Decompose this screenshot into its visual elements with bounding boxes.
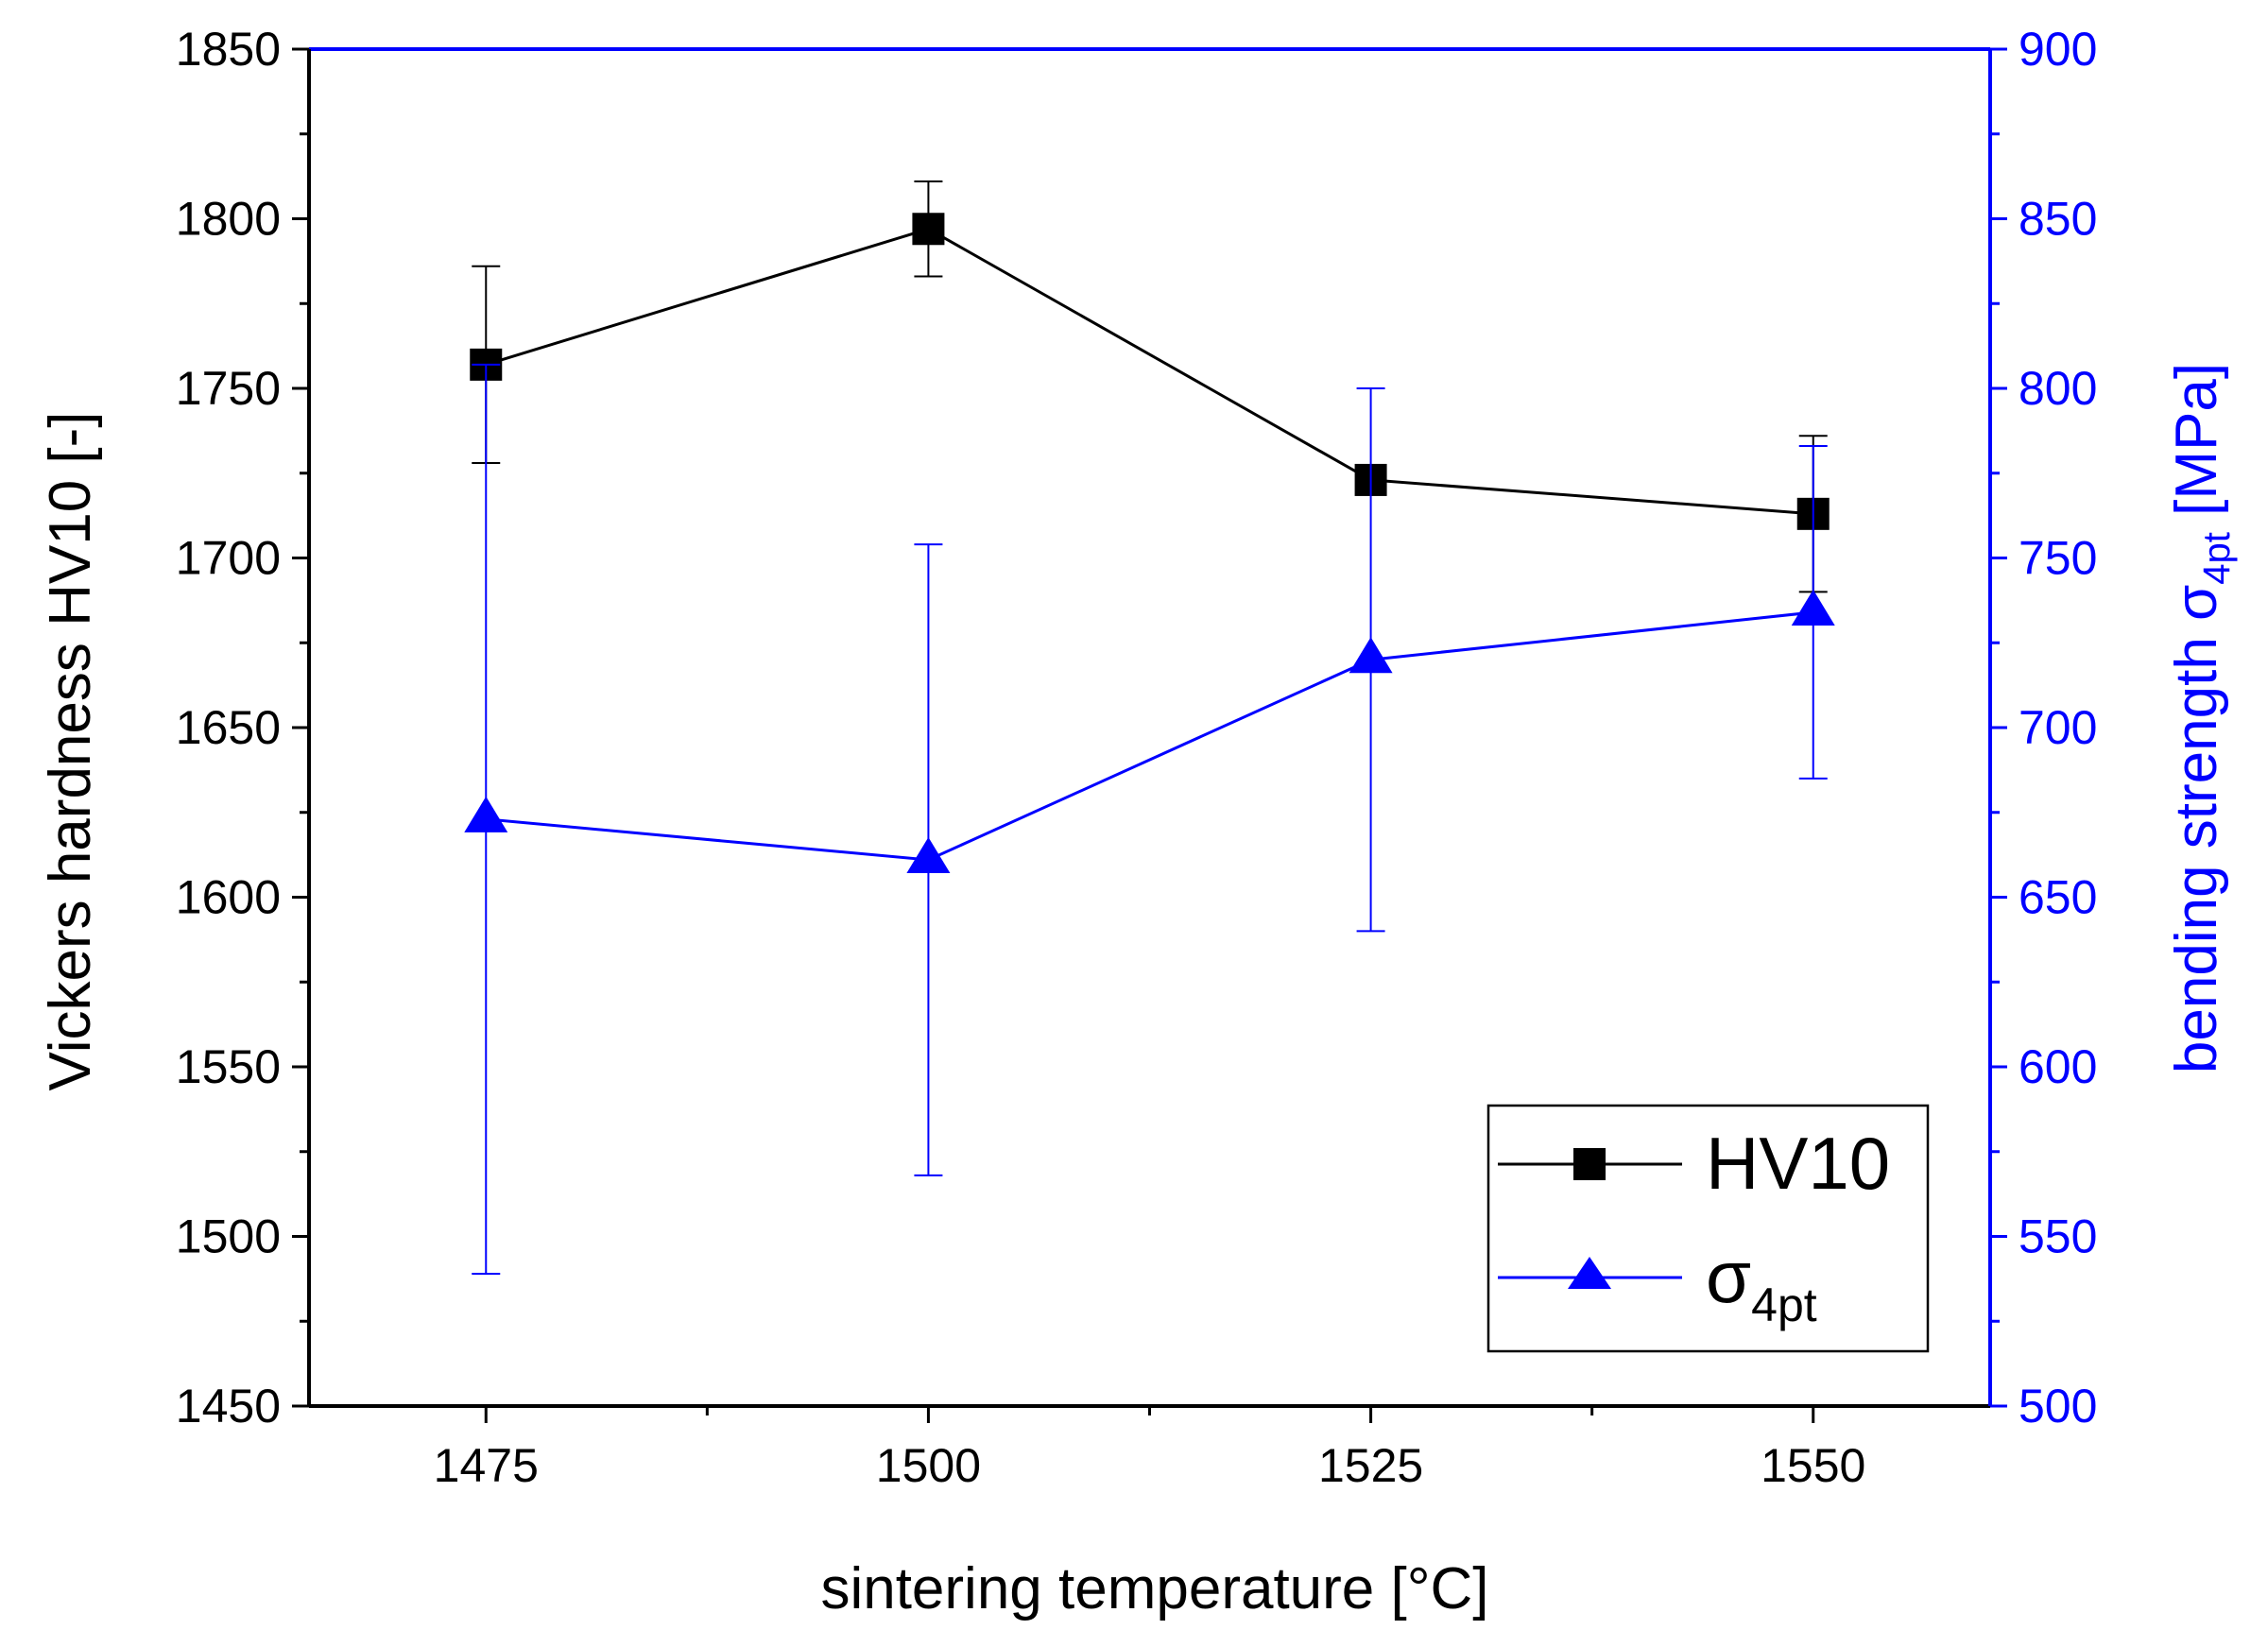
hv10-marker [912, 213, 945, 246]
legend-sigma-sub: 4pt [1751, 1278, 1817, 1331]
x-tick-label: 1475 [434, 1439, 539, 1492]
y-left-axis-title: Vickers hardness HV10 [-] [38, 411, 103, 1090]
y-left-tick-label: 1600 [176, 871, 281, 924]
legend-sigma-marker [1568, 1257, 1611, 1289]
y-right-title-sub: 4pt [2196, 532, 2238, 585]
sigma-marker [1349, 637, 1393, 674]
sigma-series-line [486, 610, 1813, 862]
x-tick-label: 1500 [876, 1439, 981, 1492]
y-right-tick-label: 850 [2019, 193, 2097, 246]
axes-layer: 1475 1500 1525 1550 1450 1500 1550 1600 1650 1700… [176, 23, 2098, 1492]
y-right-tick-label: 800 [2019, 362, 2097, 415]
y-left-tick-label: 1450 [176, 1380, 281, 1433]
y-left-tick-label: 1650 [176, 701, 281, 754]
y-left-tick-label: 1750 [176, 362, 281, 415]
legend-hv10-label: HV10 [1706, 1122, 1890, 1205]
sigma-marker [464, 796, 508, 832]
y-left-tick-label: 1550 [176, 1040, 281, 1093]
hv10-series-line [485, 227, 1813, 516]
y-left-tick-label: 1850 [176, 23, 281, 76]
y-right-tick-label: 750 [2019, 532, 2097, 585]
x-axis-title: sintering temperature [°C] [820, 1556, 1488, 1621]
sigma-marker [906, 837, 951, 874]
series-layer [464, 180, 1835, 1275]
y-right-tick-label: 600 [2019, 1040, 2097, 1093]
y-right-tick-label: 550 [2019, 1210, 2097, 1263]
y-left-tick-label: 1700 [176, 532, 281, 585]
legend-sigma-label: σ4pt [1706, 1235, 1817, 1331]
legend-hv10-marker [1573, 1148, 1606, 1180]
legend: HV10 σ4pt [1486, 1104, 1930, 1353]
sigma-marker [1791, 589, 1835, 626]
y-right-axis-title: bending strength σ4pt [MPa] [2164, 363, 2238, 1073]
x-tick-label: 1550 [1761, 1439, 1865, 1492]
y-right-tick-label: 500 [2019, 1380, 2097, 1433]
y-right-tick-label: 900 [2019, 23, 2097, 76]
legend-box [1486, 1104, 1930, 1353]
x-tick-label: 1525 [1318, 1439, 1423, 1492]
y-right-title-tail: [MPa] [2164, 363, 2229, 532]
y-right-title-main: bending strength σ [2164, 585, 2229, 1073]
legend-sigma-main: σ [1706, 1235, 1751, 1318]
y-left-tick-label: 1800 [176, 193, 281, 246]
y-right-tick-label: 650 [2019, 871, 2097, 924]
y-left-tick-label: 1500 [176, 1210, 281, 1263]
y-right-tick-label: 700 [2019, 701, 2097, 754]
